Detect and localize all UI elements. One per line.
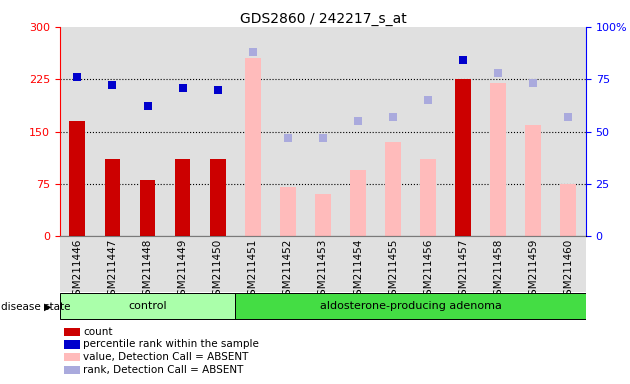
Text: GSM211456: GSM211456: [423, 239, 433, 302]
Text: rank, Detection Call = ABSENT: rank, Detection Call = ABSENT: [83, 365, 244, 375]
Text: GSM211452: GSM211452: [283, 239, 293, 302]
Bar: [350, 170, 366, 236]
Bar: [375, 27, 411, 236]
Bar: [130, 27, 165, 236]
Bar: [455, 79, 471, 236]
Text: aldosterone-producing adenoma: aldosterone-producing adenoma: [319, 301, 501, 311]
Bar: [561, 184, 576, 236]
Text: disease state: disease state: [1, 302, 71, 312]
Bar: [165, 236, 200, 292]
Bar: [270, 27, 306, 236]
FancyBboxPatch shape: [60, 293, 235, 319]
Text: GSM211460: GSM211460: [563, 239, 573, 302]
Text: GSM211448: GSM211448: [142, 239, 152, 302]
Bar: [130, 236, 165, 292]
Text: GSM211446: GSM211446: [72, 239, 83, 302]
Bar: [551, 27, 586, 236]
Bar: [340, 236, 375, 292]
Text: value, Detection Call = ABSENT: value, Detection Call = ABSENT: [83, 352, 248, 362]
Bar: [245, 58, 261, 236]
Bar: [95, 236, 130, 292]
Bar: [69, 121, 85, 236]
Bar: [105, 159, 120, 236]
Bar: [445, 27, 481, 236]
Bar: [551, 236, 586, 292]
Bar: [525, 124, 541, 236]
Text: GSM211450: GSM211450: [213, 239, 222, 302]
Bar: [385, 142, 401, 236]
Text: control: control: [129, 301, 167, 311]
Text: GSM211457: GSM211457: [458, 239, 468, 302]
Bar: [235, 27, 270, 236]
Bar: [60, 236, 95, 292]
Bar: [516, 236, 551, 292]
Bar: [60, 27, 95, 236]
Bar: [445, 236, 481, 292]
Bar: [210, 159, 226, 236]
Text: GSM211459: GSM211459: [529, 239, 538, 302]
Text: GSM211451: GSM211451: [248, 239, 258, 302]
Text: GSM211453: GSM211453: [318, 239, 328, 302]
Title: GDS2860 / 242217_s_at: GDS2860 / 242217_s_at: [239, 12, 406, 26]
Text: ▶: ▶: [44, 302, 52, 312]
Bar: [490, 83, 506, 236]
Text: GSM211447: GSM211447: [108, 239, 117, 302]
Bar: [411, 236, 445, 292]
Bar: [306, 236, 340, 292]
Bar: [481, 27, 516, 236]
Bar: [280, 187, 295, 236]
Bar: [481, 236, 516, 292]
Text: percentile rank within the sample: percentile rank within the sample: [83, 339, 259, 349]
Bar: [200, 27, 235, 236]
Bar: [516, 27, 551, 236]
Bar: [235, 236, 270, 292]
Text: GSM211449: GSM211449: [178, 239, 188, 302]
Text: count: count: [83, 327, 113, 337]
Text: GSM211455: GSM211455: [388, 239, 398, 302]
Bar: [420, 159, 436, 236]
Bar: [375, 236, 411, 292]
Bar: [270, 236, 306, 292]
Bar: [165, 27, 200, 236]
Bar: [411, 27, 445, 236]
Text: GSM211458: GSM211458: [493, 239, 503, 302]
Bar: [175, 159, 190, 236]
Bar: [315, 194, 331, 236]
Bar: [140, 180, 156, 236]
FancyBboxPatch shape: [235, 293, 586, 319]
Bar: [340, 27, 375, 236]
Bar: [306, 27, 340, 236]
Bar: [200, 236, 235, 292]
Bar: [95, 27, 130, 236]
Text: GSM211454: GSM211454: [353, 239, 363, 302]
